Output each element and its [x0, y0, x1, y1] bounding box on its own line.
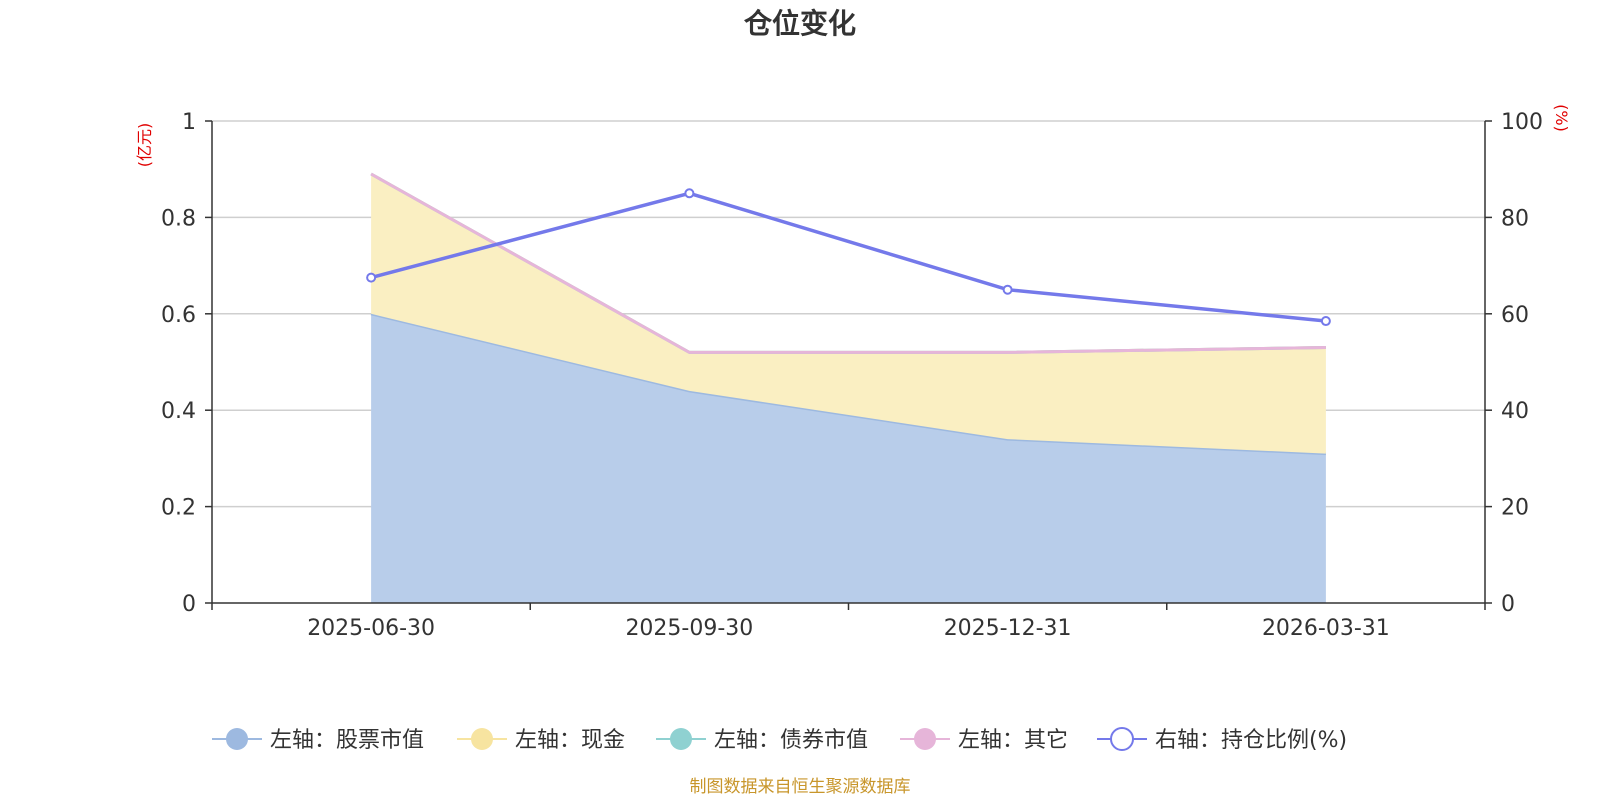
left-axis-tick-label: 0.6: [161, 303, 196, 328]
chart-title: 仓位变化: [744, 7, 856, 40]
legend-swatch-marker: [471, 728, 493, 750]
left-axis-unit: (亿元): [135, 123, 154, 168]
legend-label: 左轴：股票市值: [270, 728, 424, 753]
right-axis-unit: (%): [1552, 104, 1571, 132]
axes: 0 0.2 0.4 0.6 0.8 1 0 20 40 60 80 100 2025-06-30 2025…: [161, 110, 1543, 641]
right-axis-tick-label: 60: [1501, 303, 1529, 328]
legend-label: 右轴：持仓比例(%): [1155, 728, 1347, 753]
ratio-point: [1002, 284, 1013, 295]
ratio-point: [366, 272, 377, 283]
legend-item[interactable]: 右轴：持仓比例(%): [1097, 727, 1347, 753]
ratio-point: [684, 188, 695, 199]
legend-swatch-marker: [914, 728, 936, 750]
data-source-note: 制图数据来自恒生聚源数据库: [690, 777, 911, 797]
left-axis-tick-label: 0: [182, 592, 196, 617]
left-axis-tick-label: 1: [182, 110, 196, 135]
left-axis-tick-label: 0.2: [161, 496, 196, 521]
right-axis-tick-label: 40: [1501, 399, 1529, 424]
area-0: [371, 313, 1326, 603]
legend-item[interactable]: 左轴：债券市值: [656, 728, 868, 753]
right-axis-tick-label: 20: [1501, 496, 1529, 521]
left-axis-tick-label: 0.8: [161, 206, 196, 231]
legend-swatch-marker: [1110, 727, 1134, 751]
right-axis-tick-label: 100: [1501, 110, 1543, 135]
x-axis-tick-label: 2025-12-31: [944, 616, 1072, 641]
legend[interactable]: 左轴：股票市值 左轴：现金 左轴：债券市值 左轴：其它 右轴：持仓比例(%): [212, 727, 1347, 753]
area-1: [371, 174, 1326, 454]
x-axis-tick-label: 2026-03-31: [1262, 616, 1390, 641]
right-axis-tick-label: 80: [1501, 206, 1529, 231]
legend-swatch-marker: [226, 728, 248, 750]
legend-label: 左轴：其它: [958, 728, 1068, 753]
left-axis-tick-label: 0.4: [161, 399, 196, 424]
legend-label: 左轴：现金: [515, 728, 625, 753]
legend-label: 左轴：债券市值: [714, 728, 868, 753]
legend-item[interactable]: 左轴：其它: [900, 728, 1068, 753]
ratio-line: [370, 191, 1327, 323]
x-axis-tick-label: 2025-06-30: [307, 616, 435, 641]
stacked-areas: [370, 172, 1326, 603]
x-axis-tick-label: 2025-09-30: [625, 616, 753, 641]
legend-swatch-marker: [670, 728, 692, 750]
ratio-point: [1320, 316, 1331, 327]
legend-item[interactable]: 左轴：现金: [457, 728, 625, 753]
ratio-line-layer: [366, 188, 1331, 327]
right-axis-tick-label: 0: [1501, 592, 1515, 617]
area-edge-3: [370, 172, 1326, 354]
legend-item[interactable]: 左轴：股票市值: [212, 728, 424, 753]
